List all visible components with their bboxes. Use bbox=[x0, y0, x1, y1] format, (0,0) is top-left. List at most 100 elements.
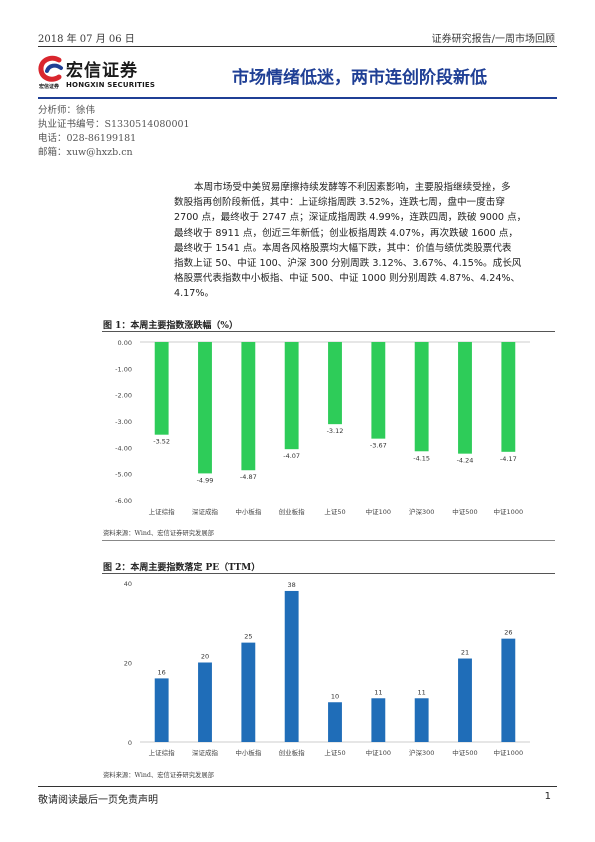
bar bbox=[458, 658, 472, 742]
bar bbox=[154, 342, 169, 435]
data-label: -3.12 bbox=[327, 427, 344, 435]
x-tick-label: 中证1000 bbox=[494, 748, 524, 757]
y-tick-label: -5.00 bbox=[115, 471, 132, 479]
figure2-rule bbox=[102, 573, 555, 574]
x-tick-label: 创业板指 bbox=[279, 748, 306, 757]
bar bbox=[284, 342, 299, 450]
logo-small-cn: 宏信证券 bbox=[39, 84, 60, 90]
data-label: 11 bbox=[418, 688, 426, 696]
body-line: 本周市场受中美贸易摩擦持续发酵等不利因素影响，主要股指继续受挫，多 bbox=[194, 182, 511, 193]
figure1-rule bbox=[102, 331, 555, 332]
data-label: 10 bbox=[331, 692, 339, 700]
company-logo: 宏信证券 宏信证券 HONGXIN SECURITIES bbox=[38, 52, 158, 92]
data-label: -4.07 bbox=[283, 452, 300, 460]
data-label: -4.24 bbox=[457, 457, 474, 465]
analyst-name: 分析师：徐伟 bbox=[38, 105, 96, 116]
logo-mark-icon bbox=[38, 55, 63, 82]
x-tick-label: 深证成指 bbox=[192, 748, 219, 757]
data-label: -3.67 bbox=[370, 442, 387, 450]
data-label: -4.15 bbox=[413, 454, 430, 462]
x-tick-label: 上证综指 bbox=[149, 748, 176, 757]
x-tick-label: 中小板指 bbox=[235, 748, 261, 757]
body-line: 指数上证 50、中证 100、沪深 300 分别周跌 3.12%、3.67%、4… bbox=[174, 258, 522, 270]
x-tick-label: 沪深300 bbox=[409, 748, 434, 757]
report-title: 市场情绪低迷，两市连创阶段新低 bbox=[232, 68, 487, 88]
bar bbox=[371, 698, 386, 742]
data-label: 20 bbox=[201, 653, 209, 661]
report-date: 2018 年 07 月 06 日 bbox=[38, 34, 135, 45]
bar bbox=[198, 662, 212, 742]
figure1-title: 图 1：本周主要指数涨跌幅（%） bbox=[103, 321, 238, 331]
logo-name-en: HONGXIN SECURITIES bbox=[66, 81, 156, 89]
footer-rule bbox=[38, 786, 557, 787]
x-tick-label: 深证成指 bbox=[192, 507, 219, 516]
bar bbox=[501, 638, 516, 742]
body-paragraph: 本周市场受中美贸易摩擦持续发酵等不利因素影响，主要股指继续受挫，多 数股指再创阶… bbox=[174, 180, 559, 302]
footer-disclaimer: 敬请阅读最后一页免责声明 bbox=[38, 795, 158, 806]
y-tick-label: -1.00 bbox=[115, 365, 132, 373]
bar bbox=[241, 642, 256, 742]
y-tick-label: -3.00 bbox=[115, 418, 132, 426]
x-tick-label: 上证综指 bbox=[149, 507, 176, 516]
x-tick-label: 中证100 bbox=[366, 507, 391, 516]
y-tick-label: 40 bbox=[124, 580, 132, 588]
body-line: 4.17%。 bbox=[174, 288, 215, 300]
figure2-source: 资料来源：Wind、宏信证券研究发展部 bbox=[103, 772, 214, 779]
analyst-license: 执业证书编号：S1330514080001 bbox=[38, 119, 190, 130]
y-tick-label: -4.00 bbox=[115, 444, 132, 452]
logo-name-cn: 宏信证券 bbox=[66, 61, 138, 81]
title-rule bbox=[38, 97, 557, 99]
data-label: -4.99 bbox=[197, 476, 214, 484]
x-tick-label: 中证100 bbox=[366, 748, 391, 757]
data-label: 25 bbox=[244, 633, 252, 641]
data-label: 16 bbox=[158, 668, 166, 676]
data-label: -3.52 bbox=[153, 438, 170, 446]
data-label: 38 bbox=[288, 581, 296, 589]
x-tick-label: 中小板指 bbox=[235, 507, 261, 516]
bar bbox=[328, 702, 342, 742]
x-tick-label: 中证500 bbox=[452, 748, 477, 757]
report-type: 证券研究报告/一周市场回顾 bbox=[431, 34, 555, 45]
figure1-source: 资料来源：Wind、宏信证券研究发展部 bbox=[103, 530, 214, 537]
bar bbox=[198, 342, 212, 474]
data-label: -4.87 bbox=[240, 473, 257, 481]
bar bbox=[154, 678, 169, 742]
body-line: 最终收于 1541 点。本周各风格股票均大幅下跌，其中：价值与绩优类股票代表 bbox=[174, 242, 512, 254]
bar bbox=[414, 342, 429, 452]
x-tick-label: 上证50 bbox=[324, 748, 345, 757]
y-tick-label: 0.00 bbox=[118, 339, 132, 347]
body-line: 数股指再创阶段新低，其中：上证综指周跌 3.52%，连跌七周，盘中一度击穿 bbox=[174, 197, 505, 209]
data-label: 21 bbox=[461, 649, 469, 657]
y-tick-label: -2.00 bbox=[115, 392, 132, 400]
bar bbox=[284, 590, 299, 742]
body-line: 格股票代表指数中小板指、中证 500、中证 1000 则分别周跌 4.87%、4… bbox=[174, 273, 521, 285]
body-line: 2700 点，最终收于 2747 点；深证成指周跌 4.99%，连跌四周，跌破 … bbox=[174, 212, 527, 224]
body-line: 最终收于 8911 点，创近三年新低；创业板指周跌 4.07%，再次跌破 160… bbox=[174, 227, 518, 239]
analyst-block: 分析师：徐伟 执业证书编号：S1330514080001 电话：028-8619… bbox=[38, 104, 190, 160]
y-tick-label: -6.00 bbox=[115, 497, 132, 505]
x-tick-label: 沪深300 bbox=[409, 507, 434, 516]
x-tick-label: 中证500 bbox=[452, 507, 477, 516]
chart-pe-ttm: 0 20 40 16 上证综指 20 深证成指 25 中小板指 38 创业板指 10 上证50 11 中证1… bbox=[124, 580, 530, 757]
bar bbox=[371, 342, 386, 439]
page-number: 1 bbox=[544, 791, 551, 802]
data-label: 26 bbox=[504, 629, 512, 637]
y-tick-label: 0 bbox=[128, 739, 132, 747]
data-label: -4.17 bbox=[500, 455, 517, 463]
chart-weekly-change: 0.00 -1.00 -2.00 -3.00 -4.00 -5.00 -6.00 -3.52 上… bbox=[115, 339, 530, 516]
data-label: 11 bbox=[374, 688, 382, 696]
analyst-phone: 电话：028-86199181 bbox=[38, 133, 137, 144]
figure2-title: 图 2：本周主要指数落定 PE（TTM） bbox=[103, 563, 261, 573]
bar bbox=[458, 342, 472, 454]
x-tick-label: 中证1000 bbox=[494, 507, 524, 516]
bar bbox=[501, 342, 516, 452]
y-tick-label: 20 bbox=[124, 660, 132, 668]
bar bbox=[414, 698, 429, 742]
bar bbox=[241, 342, 256, 471]
figure1-bottom-rule bbox=[102, 540, 555, 541]
bar bbox=[328, 342, 342, 425]
x-tick-label: 创业板指 bbox=[279, 507, 306, 516]
analyst-email: 邮箱：xuw@hxzb.cn bbox=[38, 147, 133, 158]
x-tick-label: 上证50 bbox=[324, 507, 345, 516]
header-rule bbox=[38, 46, 557, 47]
